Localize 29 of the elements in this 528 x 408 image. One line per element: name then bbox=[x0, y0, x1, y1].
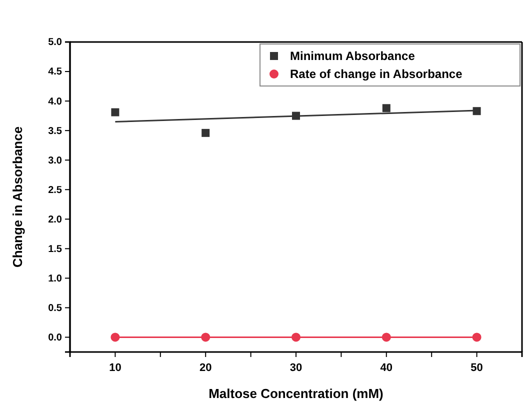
x-tick-label: 40 bbox=[380, 362, 393, 374]
point bbox=[472, 332, 482, 342]
point bbox=[382, 104, 390, 112]
x-tick-label: 20 bbox=[199, 362, 212, 374]
y-tick-label: 0.5 bbox=[48, 302, 62, 314]
x-axis-title: Maltose Concentration (mM) bbox=[208, 386, 384, 401]
y-tick-label: 0.0 bbox=[48, 332, 62, 344]
point bbox=[292, 332, 300, 342]
point bbox=[110, 332, 120, 342]
x-tick-label: 50 bbox=[470, 362, 483, 374]
x-tick-label: 10 bbox=[109, 362, 122, 374]
y-axis-title: Change in Absorbance bbox=[10, 126, 25, 268]
y-tick-label: 5.0 bbox=[48, 37, 62, 48]
legend-label: Rate of change in Absorbance bbox=[290, 67, 463, 81]
point bbox=[111, 108, 120, 116]
y-tick-label: 2.0 bbox=[48, 214, 62, 226]
point bbox=[382, 332, 391, 342]
y-tick-label: 4.0 bbox=[48, 96, 62, 108]
y-tick-label: 2.5 bbox=[48, 184, 62, 196]
point bbox=[202, 128, 210, 137]
y-tick-label: 1.0 bbox=[48, 273, 62, 284]
y-tick-label: 3.5 bbox=[48, 126, 62, 137]
point bbox=[201, 332, 210, 342]
legend-label: Minimum Absorbance bbox=[290, 49, 416, 63]
y-tick-label: 1.5 bbox=[48, 244, 62, 255]
point bbox=[472, 107, 481, 116]
y-tick-label: 3.0 bbox=[48, 155, 62, 166]
y-tick-label: 4.5 bbox=[48, 66, 62, 78]
x-tick-label: 30 bbox=[290, 362, 302, 374]
